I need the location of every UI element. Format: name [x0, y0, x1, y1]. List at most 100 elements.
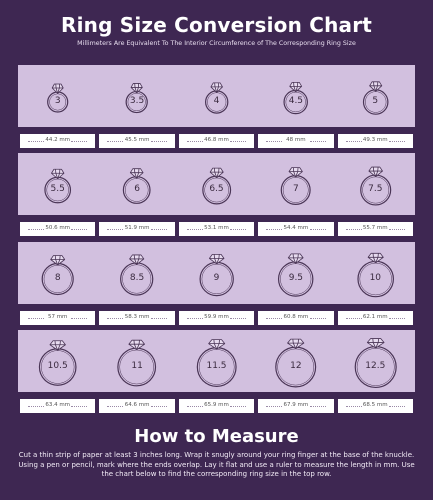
- ring-cell: 10: [336, 242, 415, 304]
- dotted-line: [309, 140, 326, 142]
- how-to-measure-title: How to Measure: [134, 426, 299, 447]
- ring-size-label: 4: [213, 96, 220, 106]
- dotted-line: [345, 317, 362, 319]
- ring-cell: 8: [18, 242, 97, 304]
- dotted-line: [230, 405, 247, 407]
- dotted-line: [186, 405, 203, 407]
- circumference-mm: 44.2 mm: [45, 137, 71, 143]
- dotted-line: [309, 228, 326, 230]
- dotted-line: [186, 317, 203, 319]
- ring-row: 10.5 11 11.5 12 12.5: [18, 330, 415, 392]
- circumference-box: 55.7 mm: [337, 222, 413, 236]
- ring-cell: 7: [256, 153, 335, 215]
- circumference-box: 65.9 mm: [178, 399, 255, 413]
- dotted-line: [309, 405, 326, 407]
- dotted-line: [230, 317, 247, 319]
- ring-row: 5.5 6 6.5 7 7.5: [18, 153, 415, 215]
- ring-cell: 12: [256, 330, 335, 392]
- diamond-ring-icon: [283, 81, 309, 115]
- ring-size-label: 12: [290, 361, 302, 371]
- circumference-box: 50.6 mm: [20, 222, 96, 236]
- dotted-line: [345, 405, 362, 407]
- ring-size-label: 3: [54, 96, 61, 106]
- circumference-mm: 45.5 mm: [124, 137, 150, 143]
- ring-cell: 8.5: [97, 242, 176, 304]
- dotted-line: [186, 228, 203, 230]
- circumference-mm: 50.6 mm: [45, 225, 71, 231]
- page-subtitle: Millimeters Are Equivalent To The Interi…: [77, 40, 356, 47]
- dotted-line: [230, 140, 247, 142]
- diamond-ring-icon: [356, 252, 394, 298]
- ring-cell: 9.5: [256, 242, 335, 304]
- ring-cell: 10.5: [18, 330, 97, 392]
- dotted-line: [388, 140, 405, 142]
- circumference-mm: 59.9 mm: [204, 314, 229, 320]
- circumference-box: 51.9 mm: [99, 222, 175, 236]
- page-title: Ring Size Conversion Chart: [60, 13, 373, 37]
- circumference-box: 67.9 mm: [258, 399, 334, 413]
- circumference-box: 45.5 mm: [99, 134, 175, 148]
- ring-cell: 6.5: [177, 153, 256, 215]
- dotted-line: [345, 140, 362, 142]
- circumference-mm: 68.5 mm: [362, 402, 388, 408]
- ring-size-label: 5.5: [50, 184, 65, 194]
- dotted-line: [309, 317, 326, 319]
- dotted-line: [388, 228, 405, 230]
- dotted-line: [71, 228, 88, 230]
- ring-size-label: 10.5: [47, 361, 68, 371]
- ring-size-label: 7: [293, 184, 299, 194]
- circumference-box: 48 mm: [258, 134, 334, 148]
- dotted-line: [107, 317, 124, 319]
- dotted-line: [150, 317, 167, 319]
- diamond-ring-icon: [47, 83, 69, 113]
- ring-size-label: 12.5: [365, 361, 386, 371]
- dotted-line: [150, 140, 167, 142]
- how-to-measure-instructions: Cut a thin strip of paper at least 3 inc…: [18, 451, 415, 479]
- diamond-ring-icon: [120, 254, 154, 296]
- ring-size-label: 9.5: [288, 273, 304, 283]
- diamond-ring-icon: [278, 253, 314, 297]
- circumference-box: 64.6 mm: [99, 399, 175, 413]
- ring-size-label: 8: [54, 273, 61, 283]
- ring-size-label: 6: [134, 184, 140, 194]
- ring-size-chart: 3 3.5 4 4.5 5 44.2 mm 45.5 mm 46.8 mm 48 mm 49.3 …: [18, 65, 415, 420]
- diamond-ring-icon: [275, 338, 317, 388]
- dotted-line: [107, 405, 124, 407]
- ring-size-label: 5: [372, 96, 379, 106]
- ring-size-label: 9: [213, 273, 220, 283]
- ring-cell: 12.5: [336, 330, 415, 392]
- dotted-line: [266, 140, 283, 142]
- diamond-ring-icon: [359, 166, 391, 206]
- dotted-line: [150, 228, 167, 230]
- dotted-line: [107, 228, 124, 230]
- ring-size-label: 4.5: [288, 96, 304, 106]
- diamond-ring-icon: [117, 339, 157, 387]
- diamond-ring-icon: [280, 167, 311, 205]
- ring-cell: 9: [177, 242, 256, 304]
- diamond-ring-icon: [354, 338, 397, 389]
- dotted-line: [345, 228, 362, 230]
- ring-cell: 3: [18, 65, 97, 127]
- ring-cell: 7.5: [336, 153, 415, 215]
- ring-size-label: 11: [131, 361, 143, 371]
- dotted-line: [28, 317, 44, 319]
- circumference-mm: 60.8 mm: [283, 314, 309, 320]
- circumference-box: 49.3 mm: [337, 134, 413, 148]
- dotted-line: [388, 405, 405, 407]
- circumference-mm: 51.9 mm: [124, 225, 150, 231]
- ring-size-label: 7.5: [368, 184, 383, 194]
- circumference-box: 60.8 mm: [258, 311, 334, 325]
- ring-cell: 11: [97, 330, 176, 392]
- ring-size-label: 11.5: [206, 361, 227, 371]
- dotted-line: [71, 317, 88, 319]
- ring-row: 3 3.5 4 4.5 5: [18, 65, 415, 127]
- ring-cell: 5.5: [18, 153, 97, 215]
- diamond-ring-icon: [202, 167, 231, 205]
- diamond-ring-icon: [41, 255, 74, 296]
- ring-size-label: 8.5: [129, 273, 145, 283]
- diamond-ring-icon: [196, 339, 237, 387]
- dotted-line: [266, 405, 283, 407]
- circumference-box: 58.3 mm: [99, 311, 175, 325]
- circumference-mm: 65.9 mm: [204, 402, 229, 408]
- circumference-box: 59.9 mm: [178, 311, 255, 325]
